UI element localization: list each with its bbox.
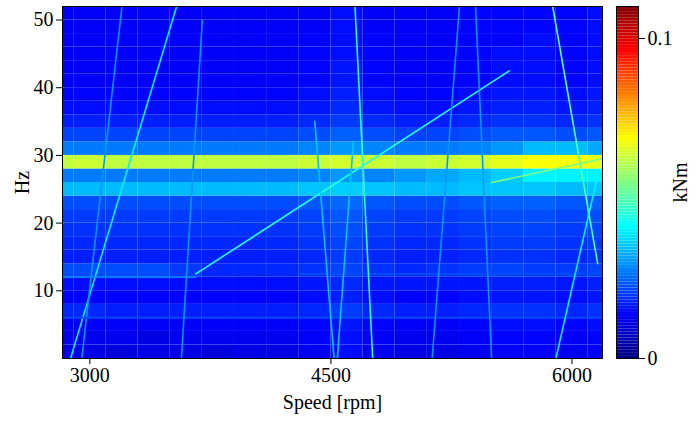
svg-text:0.1: 0.1 [648,27,673,49]
svg-text:0: 0 [648,347,658,369]
svg-text:Hz: Hz [11,171,33,194]
svg-text:20: 20 [34,212,54,234]
svg-text:3000: 3000 [70,364,110,386]
svg-text:4500: 4500 [311,364,351,386]
svg-text:kNm: kNm [669,162,691,202]
svg-text:40: 40 [34,76,54,98]
svg-text:50: 50 [34,8,54,30]
svg-text:6000: 6000 [552,364,592,386]
svg-text:10: 10 [34,279,54,301]
svg-text:30: 30 [34,144,54,166]
svg-text:Speed [rpm]: Speed [rpm] [283,391,382,414]
